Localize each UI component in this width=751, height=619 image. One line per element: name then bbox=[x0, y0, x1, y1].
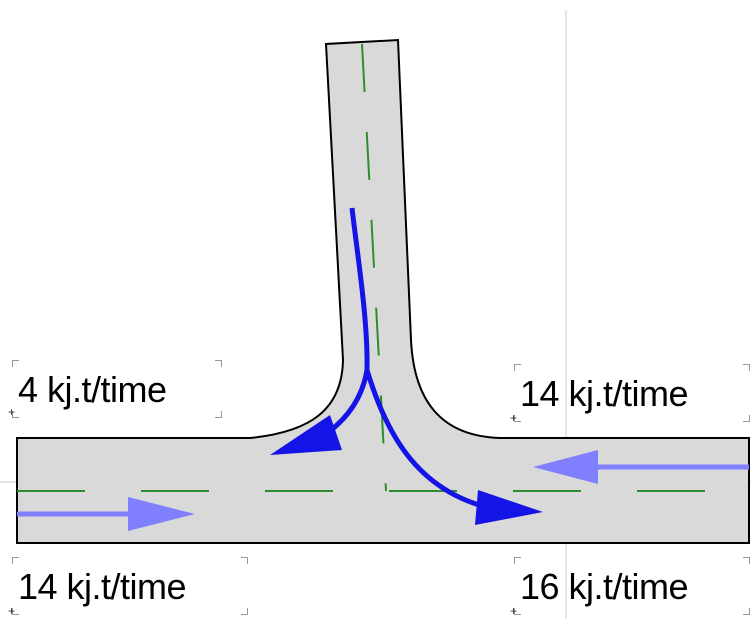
label-box-bottom-right: 16 kj.t/time + bbox=[510, 557, 750, 617]
flow-label-top-right: 14 kj.t/time bbox=[520, 373, 689, 414]
flow-label-bottom-right: 16 kj.t/time bbox=[520, 566, 689, 607]
label-box-bottom-left: 14 kj.t/time + bbox=[8, 557, 248, 617]
road-surface bbox=[16, 38, 750, 544]
flow-label-bottom-left: 14 kj.t/time bbox=[18, 566, 187, 607]
turn-arrow-stem bbox=[349, 207, 370, 371]
flow-label-top-left: 4 kj.t/time bbox=[18, 369, 167, 410]
turn-arrow-right-head bbox=[475, 490, 543, 525]
turn-arrow-right-curve bbox=[364, 369, 491, 511]
anchor-marker-icon: + bbox=[8, 604, 16, 618]
through-arrow-westbound-head bbox=[533, 450, 598, 484]
label-box-top-right: 14 kj.t/time + bbox=[510, 364, 750, 424]
anchor-marker-icon: + bbox=[8, 405, 16, 419]
label-box-top-left: 4 kj.t/time + bbox=[8, 360, 222, 418]
anchor-marker-icon: + bbox=[510, 604, 518, 618]
through-arrow-eastbound-head bbox=[128, 497, 195, 531]
anchor-marker-icon: + bbox=[510, 411, 518, 425]
turn-arrow-left-head bbox=[270, 415, 342, 455]
